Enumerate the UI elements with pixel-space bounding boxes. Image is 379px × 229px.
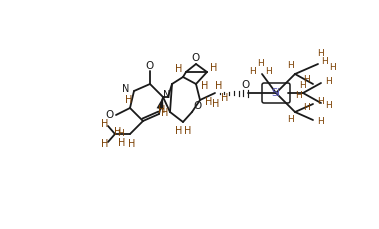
Text: H: H xyxy=(158,105,166,115)
Text: O: O xyxy=(106,110,114,120)
Text: N: N xyxy=(122,84,130,94)
Text: H: H xyxy=(287,62,293,71)
Text: H: H xyxy=(210,63,218,73)
Text: H: H xyxy=(221,93,229,103)
Text: H: H xyxy=(300,82,306,90)
Text: H: H xyxy=(114,127,122,137)
Text: H: H xyxy=(175,126,183,136)
Text: H: H xyxy=(205,97,213,107)
Text: H: H xyxy=(257,60,263,68)
Text: O: O xyxy=(146,61,154,71)
Text: H: H xyxy=(304,74,310,84)
Text: H: H xyxy=(316,49,323,58)
Text: O: O xyxy=(192,53,200,63)
Text: H: H xyxy=(212,99,220,109)
Text: H: H xyxy=(304,103,310,112)
Text: N: N xyxy=(163,90,171,100)
Text: H: H xyxy=(125,95,133,105)
Text: H: H xyxy=(118,138,126,148)
Text: H: H xyxy=(325,76,331,85)
Polygon shape xyxy=(157,97,163,110)
Text: H: H xyxy=(322,57,328,65)
Text: H: H xyxy=(215,81,223,91)
Text: H: H xyxy=(161,108,169,118)
Text: H: H xyxy=(175,64,183,74)
Text: H: H xyxy=(184,126,192,136)
Text: H: H xyxy=(316,98,323,106)
Text: H: H xyxy=(101,119,109,129)
Text: H: H xyxy=(325,101,331,109)
Text: H: H xyxy=(128,139,136,149)
Text: H: H xyxy=(101,139,109,149)
Text: H: H xyxy=(266,66,273,76)
Text: O: O xyxy=(242,80,250,90)
Text: H: H xyxy=(201,81,209,91)
Text: H: H xyxy=(117,130,124,139)
Text: O: O xyxy=(193,101,201,111)
Text: H: H xyxy=(329,63,335,71)
FancyBboxPatch shape xyxy=(262,83,290,103)
Text: H: H xyxy=(287,115,293,125)
Text: H: H xyxy=(250,66,256,76)
Text: H: H xyxy=(316,117,323,126)
Text: Si: Si xyxy=(272,88,280,98)
Text: H: H xyxy=(294,90,301,99)
